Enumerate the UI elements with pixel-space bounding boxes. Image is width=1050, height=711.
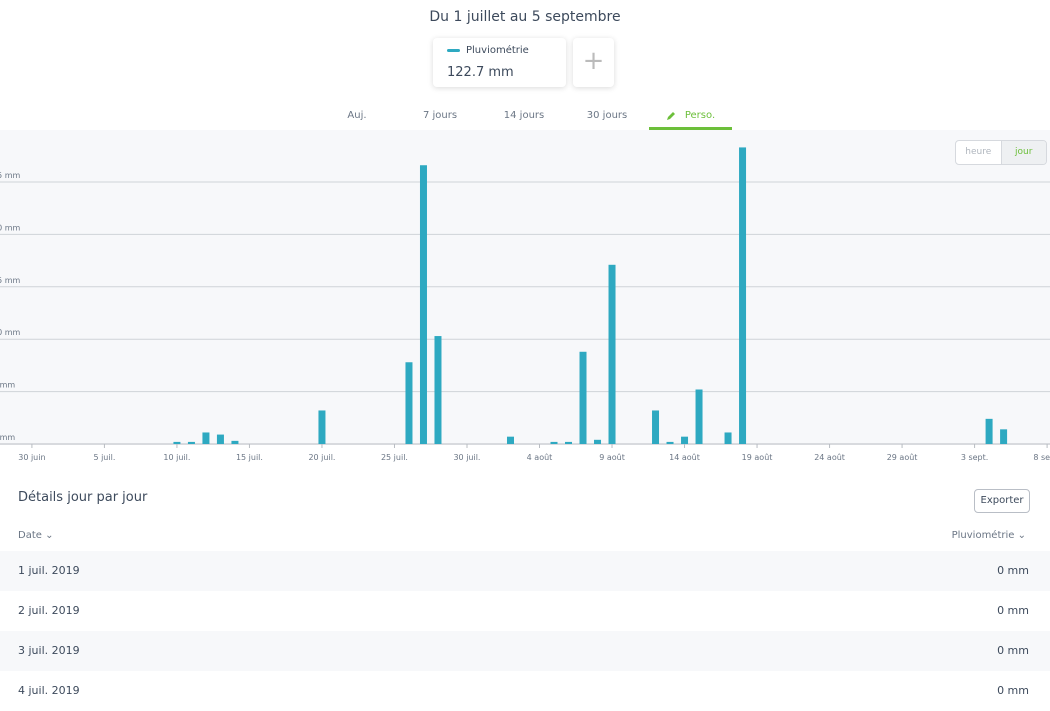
y-tick-label: 15 mm xyxy=(0,276,21,285)
bar xyxy=(187,441,195,444)
bar xyxy=(579,351,587,444)
value: 122.7 xyxy=(447,65,485,80)
bar xyxy=(739,147,747,444)
x-tick-label: 30 juil. xyxy=(453,453,480,462)
x-tick-label: 14 août xyxy=(669,453,700,462)
bar xyxy=(506,436,514,444)
tab[interactable]: 7 jours xyxy=(422,110,458,121)
column-header[interactable]: Date ⌄ xyxy=(18,530,54,541)
bar xyxy=(202,432,210,444)
date-range-title: Du 1 juillet au 5 septembre xyxy=(429,9,621,25)
bar xyxy=(405,362,413,444)
y-tick-label: 20 mm xyxy=(0,223,21,232)
bar xyxy=(318,410,326,444)
x-tick-label: 3 sept. xyxy=(961,453,988,462)
tab[interactable]: 14 jours xyxy=(503,110,545,121)
bar xyxy=(666,441,674,444)
x-tick-label: 19 août xyxy=(742,453,773,462)
chart: 0 mm 5 mm 10 mm 15 mm 20 mm 25 mm 30 juin 5 jui… xyxy=(0,130,1050,462)
header-text: Pluviométrie xyxy=(951,530,1015,541)
header-text: Date xyxy=(18,530,42,541)
bar xyxy=(695,389,703,444)
chart-background xyxy=(0,130,1050,445)
table-row: 4 juil. 2019 0 mm xyxy=(0,671,1050,711)
x-tick-label: 8 sept. xyxy=(1033,453,1050,462)
bar xyxy=(173,441,181,444)
x-tick-label: 10 juil. xyxy=(163,453,190,462)
table-row: 1 juil. 2019 0 mm xyxy=(0,551,1050,591)
metric-value: 122.7 mm xyxy=(447,65,514,80)
bar xyxy=(608,264,616,444)
tab[interactable]: 30 jours xyxy=(586,110,628,121)
tab[interactable]: Auj. xyxy=(347,110,367,121)
table-row: 2 juil. 2019 0 mm xyxy=(0,591,1050,631)
bar xyxy=(231,440,239,444)
bar xyxy=(216,434,224,444)
cell: 2 juil. 2019 xyxy=(18,604,80,617)
tab-underline xyxy=(649,127,732,130)
details-title: Détails jour par jour xyxy=(18,490,148,505)
tab-active[interactable]: Perso. xyxy=(684,110,716,121)
cell: 0 mm xyxy=(997,644,1029,657)
x-tick-label: 9 août xyxy=(599,453,625,462)
unit: mm xyxy=(488,65,514,80)
export-button[interactable]: Exporter xyxy=(974,489,1030,513)
x-tick-label: 4 août xyxy=(527,453,553,462)
toggle-option-active[interactable]: jour xyxy=(1000,141,1046,164)
x-tick-label: 30 juin xyxy=(18,453,45,462)
cell: 4 juil. 2019 xyxy=(18,684,80,697)
metric-label: Pluviométrie xyxy=(466,45,529,56)
add-button[interactable]: + xyxy=(573,38,614,87)
legend-swatch xyxy=(447,49,460,52)
y-tick-label: 10 mm xyxy=(0,328,21,337)
y-tick-label: 5 mm xyxy=(0,381,15,390)
x-tick-label: 5 juil. xyxy=(93,453,115,462)
bar xyxy=(565,441,573,444)
cell: 0 mm xyxy=(997,604,1029,617)
pencil-icon xyxy=(667,112,675,120)
cell: 3 juil. 2019 xyxy=(18,644,80,657)
x-tick-label: 20 juil. xyxy=(308,453,335,462)
x-tick-label: 25 juil. xyxy=(381,453,408,462)
x-tick-label: 24 août xyxy=(814,453,845,462)
cell: 0 mm xyxy=(997,684,1029,697)
y-tick-label: 0 mm xyxy=(0,433,15,442)
bar xyxy=(594,439,602,444)
table-row: 3 juil. 2019 0 mm xyxy=(0,631,1050,671)
y-tick-label: 25 mm xyxy=(0,171,21,180)
metric-card[interactable]: Pluviométrie 122.7 mm xyxy=(433,38,566,87)
bar xyxy=(550,441,558,444)
cell: 1 juil. 2019 xyxy=(18,564,80,577)
bar xyxy=(652,410,660,444)
column-header[interactable]: Pluviométrie ⌄ xyxy=(951,530,1026,541)
toggle-option[interactable]: heure xyxy=(965,147,992,157)
granularity-toggle: heure jour xyxy=(955,140,1047,165)
bar xyxy=(419,165,427,444)
bar xyxy=(985,418,993,444)
bar xyxy=(681,436,689,444)
bar xyxy=(434,336,442,444)
bar xyxy=(1000,429,1008,444)
cell: 0 mm xyxy=(997,564,1029,577)
x-tick-label: 15 juil. xyxy=(236,453,263,462)
bar xyxy=(724,432,732,444)
x-tick-label: 29 août xyxy=(887,453,918,462)
